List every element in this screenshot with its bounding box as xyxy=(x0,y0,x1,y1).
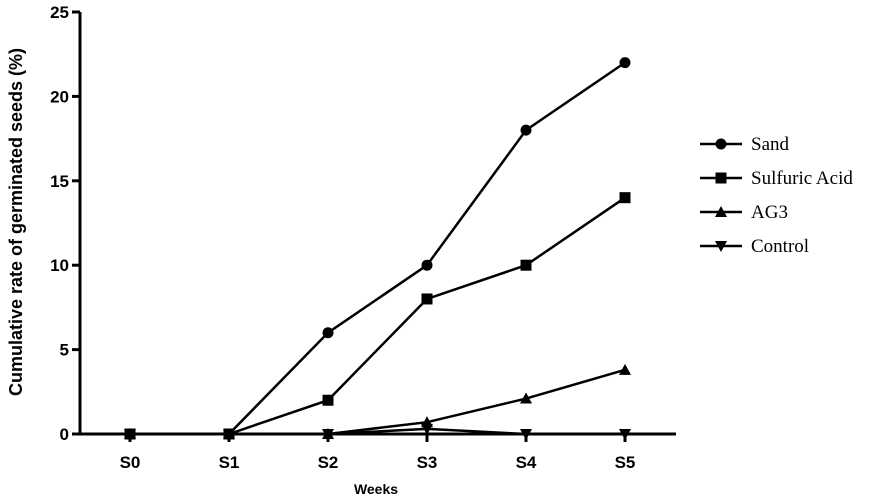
data-point xyxy=(619,429,631,440)
legend-marker xyxy=(715,241,727,252)
legend-marker xyxy=(715,206,727,217)
data-point xyxy=(520,259,532,271)
y-tick-label: 15 xyxy=(50,172,69,191)
data-point xyxy=(421,423,433,435)
y-tick-label: 25 xyxy=(50,3,69,22)
data-point xyxy=(421,259,433,271)
y-tick-label: 5 xyxy=(60,341,69,360)
series-layer xyxy=(124,57,631,440)
legend: Sand Sulfuric Acid AG3 Control xyxy=(700,134,853,257)
x-tick-label: S2 xyxy=(318,453,339,472)
data-point xyxy=(322,327,334,339)
legend-label: AG3 xyxy=(751,202,788,223)
x-axis-title: Weeks xyxy=(354,481,398,497)
legend-label: Sulfuric Acid xyxy=(751,168,853,189)
x-tick-label: S1 xyxy=(219,453,240,472)
series-ag3 xyxy=(124,363,631,439)
x-tick-label: S4 xyxy=(516,453,537,472)
data-point xyxy=(619,57,631,69)
data-point xyxy=(322,394,334,406)
axes: 0 5 10 15 20 25 S0 S1 S2 S3 S4 S5 xyxy=(50,3,676,472)
series-line xyxy=(130,196,626,436)
legend-item: Sand xyxy=(700,134,790,155)
data-point xyxy=(619,363,631,375)
data-point xyxy=(223,429,235,440)
data-point xyxy=(421,293,433,305)
y-tick-label: 10 xyxy=(50,256,69,275)
legend-marker xyxy=(715,172,727,184)
data-point xyxy=(124,429,136,440)
data-point xyxy=(520,124,532,136)
data-point xyxy=(619,192,631,204)
x-tick-label: S5 xyxy=(615,453,636,472)
series-control xyxy=(124,423,631,440)
legend-marker xyxy=(715,138,727,150)
x-tick-label: S0 xyxy=(120,453,141,472)
series-sulfuric-acid xyxy=(124,192,631,440)
y-tick-label: 0 xyxy=(60,425,69,444)
legend-label: Sand xyxy=(751,134,790,155)
y-tick-label: 20 xyxy=(50,87,69,106)
data-point xyxy=(520,429,532,440)
series-line xyxy=(130,368,626,436)
data-point xyxy=(322,429,334,440)
legend-item: Sulfuric Acid xyxy=(700,168,853,189)
y-axis-title: Cumulative rate of germinated seeds (%) xyxy=(6,48,26,396)
series-sand xyxy=(124,57,631,440)
series-line xyxy=(130,427,625,436)
legend-item: AG3 xyxy=(700,202,788,223)
legend-label: Control xyxy=(751,236,809,257)
data-point xyxy=(520,392,532,404)
x-tick-label: S3 xyxy=(417,453,438,472)
legend-item: Control xyxy=(700,236,809,257)
